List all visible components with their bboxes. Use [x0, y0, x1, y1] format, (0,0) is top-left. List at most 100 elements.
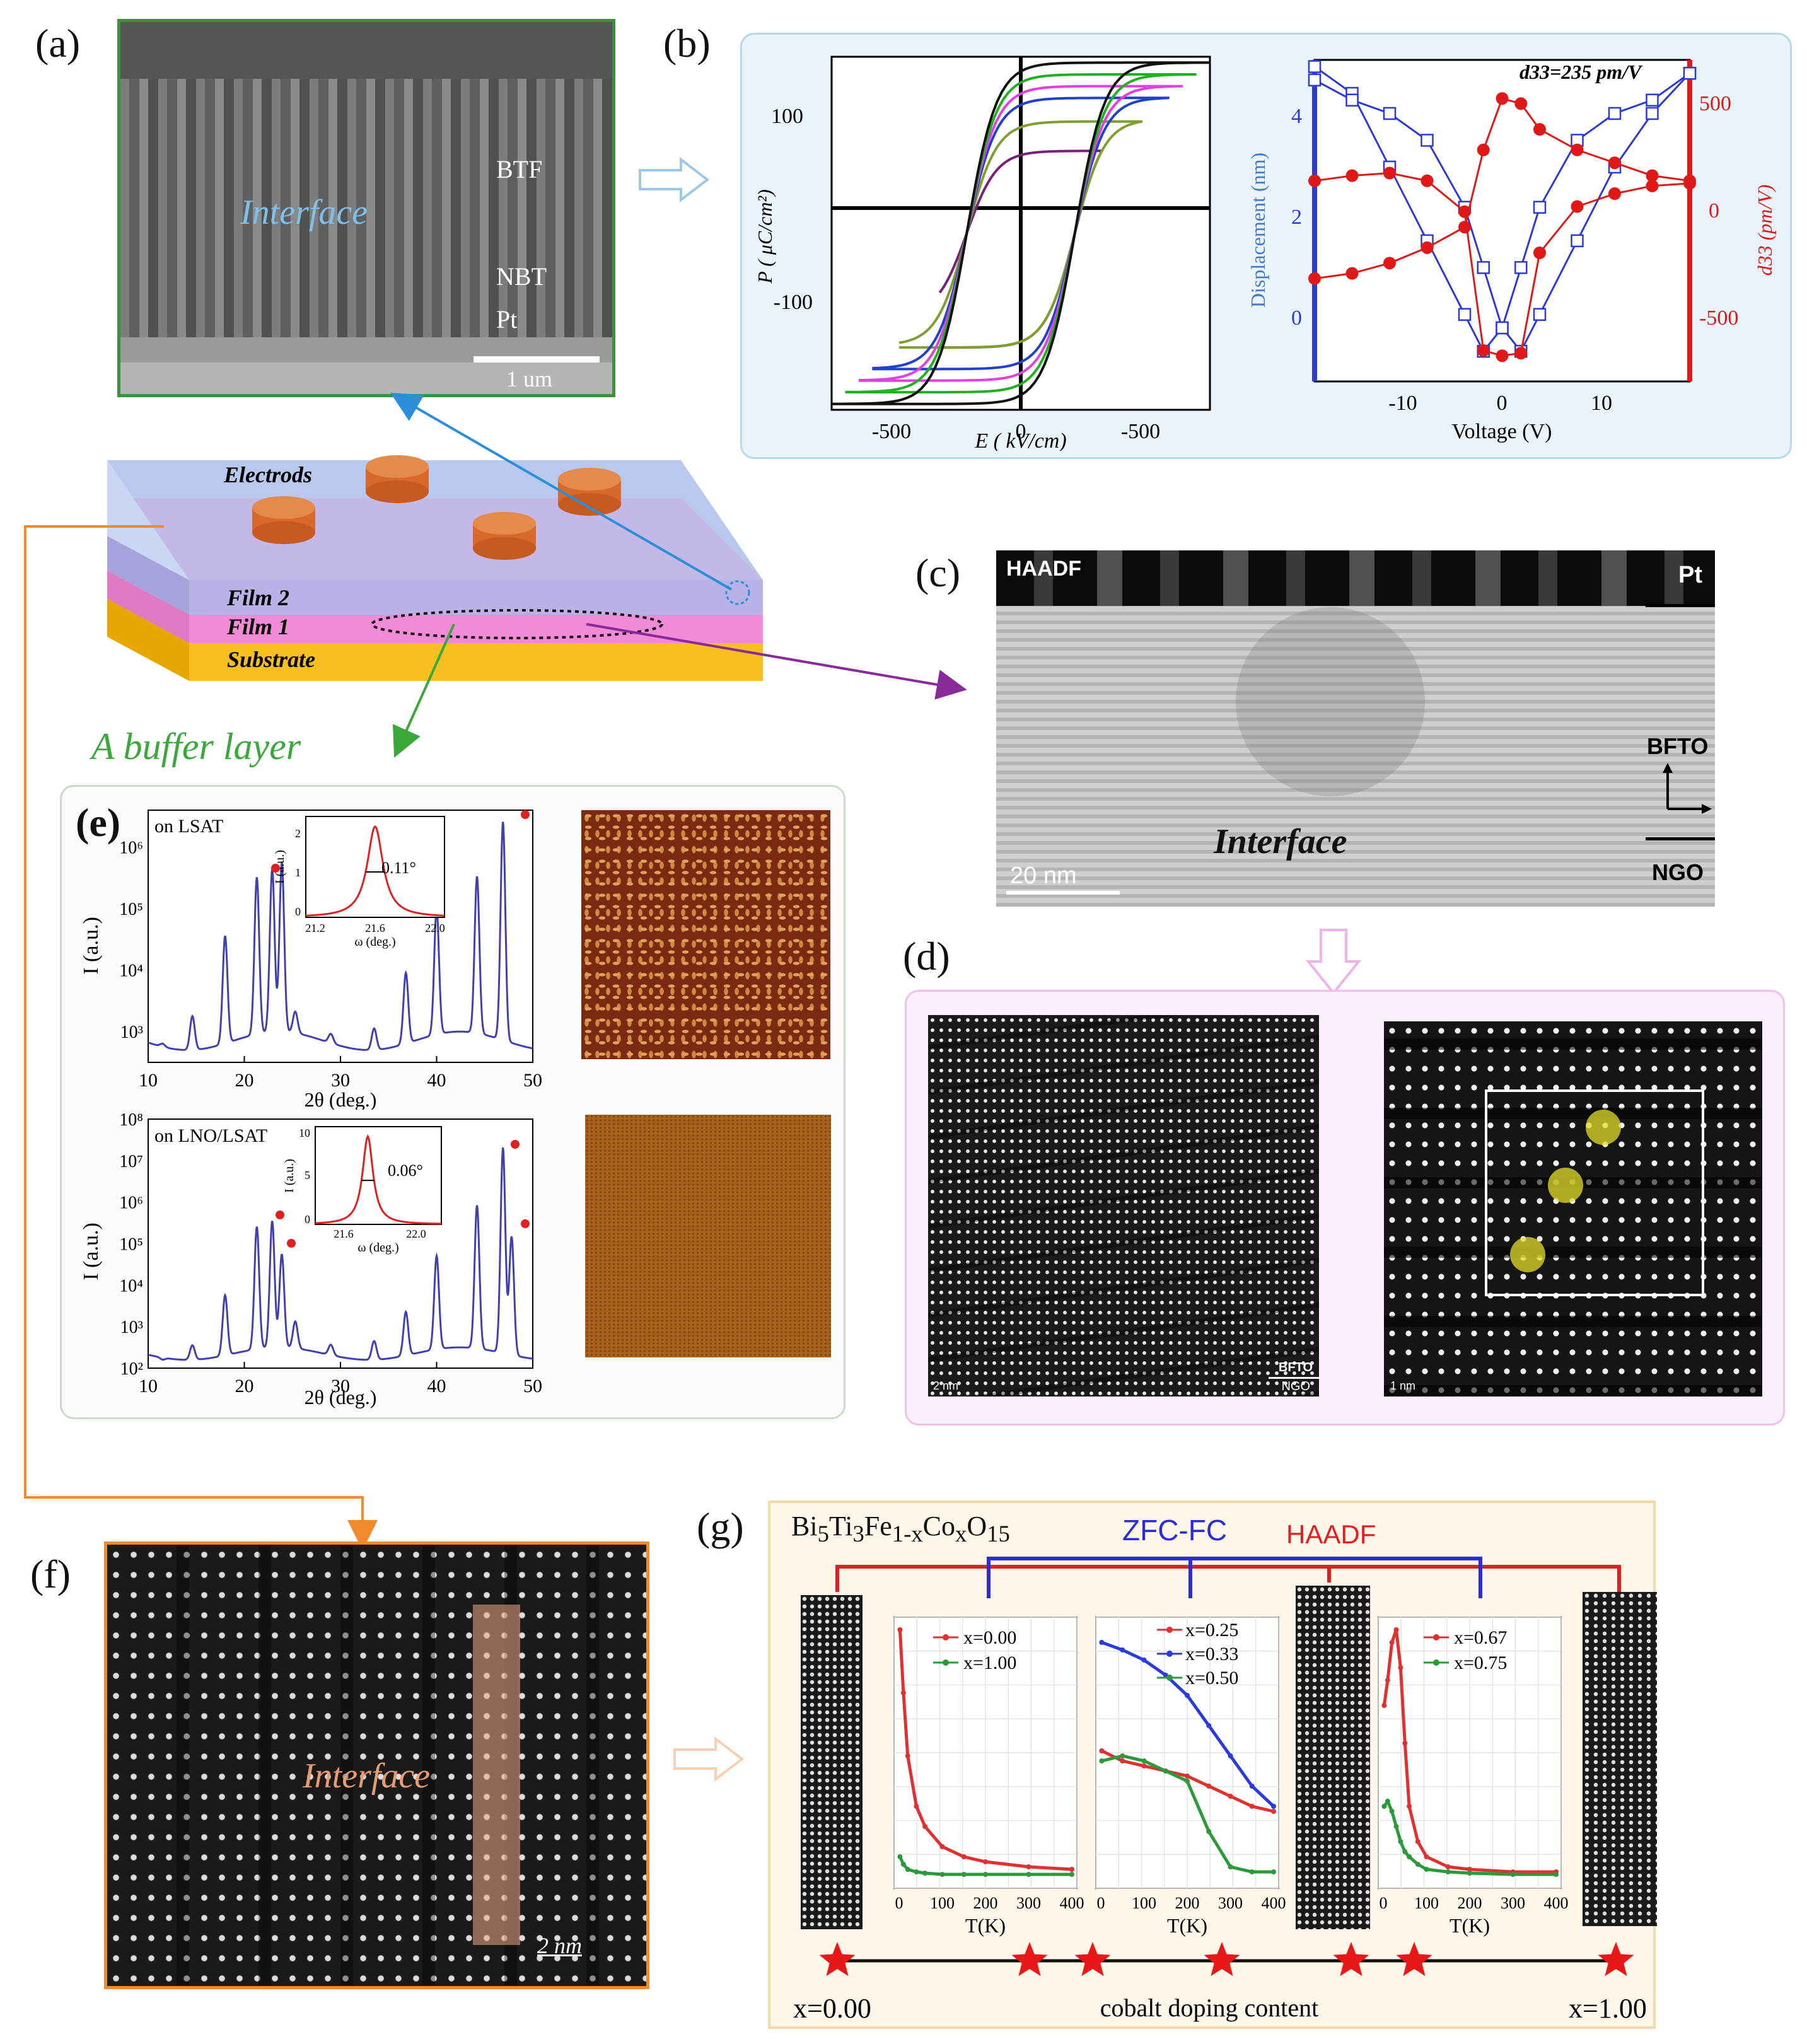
- label-g: (g): [697, 1504, 744, 1549]
- device-schematic: Electrods Film 2 Film 1 Substrate: [107, 455, 763, 681]
- mag1-point: [961, 1854, 967, 1859]
- xrd-bottom-fwhm: 0.06°: [388, 1161, 423, 1180]
- displacement-point: [1646, 93, 1659, 107]
- doping-star-3: [1074, 1942, 1111, 1977]
- sem-top-dark: [120, 22, 612, 79]
- mag3-point: [1398, 1839, 1403, 1844]
- arrow-green: [392, 624, 455, 758]
- d33-ytick-r0: 0: [1709, 199, 1719, 223]
- haadf-strip-3: [1583, 1592, 1657, 1926]
- haadf-strip-1: [801, 1595, 863, 1929]
- electrode-1: [366, 455, 429, 503]
- xrd-bottom-ytick: 10²: [120, 1359, 143, 1379]
- displacement-point: [1646, 107, 1659, 120]
- stem-f-darkcol: [107, 1545, 646, 1986]
- afm-top: [581, 810, 830, 1059]
- mag3-point: [1385, 1678, 1390, 1683]
- xrd-top-ytick: 10³: [120, 1023, 143, 1042]
- d33-point: [1646, 179, 1659, 192]
- mag2-legend-1: x=0.25: [1185, 1620, 1238, 1640]
- electrode-2: [558, 468, 621, 516]
- displacement-point: [1308, 60, 1322, 73]
- xrd-bottom-inset-yt1: 5: [305, 1169, 310, 1182]
- xrd-bottom-ytick: 10⁷: [119, 1152, 143, 1171]
- xrd-top-fwhm: 0.11°: [381, 859, 416, 877]
- mag-chart-1: 0 100 200 300 400 T(K) x=0.00 x=1.00: [893, 1617, 1084, 1937]
- d33-point: [1345, 267, 1359, 280]
- xrd-top-inset-xt1: 21.6: [365, 922, 385, 934]
- xrd-bottom-ylabel: I (a.u.): [79, 1222, 103, 1280]
- doping-star-6: [1396, 1942, 1432, 1977]
- d33-chart: d33=235 pm/V 0 2 4 -500 0 500 -10 0 10 V…: [1246, 59, 1776, 443]
- pe-chart: 100 -100 -500 0 -500 E ( kV/cm) P ( μC/c…: [753, 55, 1211, 451]
- mag2-point: [1249, 1804, 1255, 1809]
- zfc-label: ZFC-FC: [1122, 1514, 1228, 1547]
- sem-image: Interface BTF NBT Pt 1 um: [117, 19, 615, 397]
- buffer-layer-label: A buffer layer: [91, 726, 301, 767]
- xrd-bottom-ytick: 10⁵: [119, 1235, 143, 1255]
- xrd-top-inset-xt0: 21.2: [305, 922, 325, 934]
- electrode-4: [473, 512, 536, 560]
- xrd-bottom-ytick: 10³: [120, 1318, 143, 1337]
- doping-label: cobalt doping content: [1100, 1994, 1319, 2022]
- mag3-point: [1393, 1627, 1399, 1632]
- d33-ytick-l0: 0: [1291, 306, 1302, 330]
- xrd-bottom-xlabel: 2θ (deg.): [305, 1386, 377, 1408]
- mag1-point: [922, 1871, 928, 1876]
- stem-right-hl-1: [1586, 1110, 1621, 1145]
- mag2-legend-2: x=0.33: [1185, 1644, 1238, 1664]
- mag3-point: [1415, 1862, 1421, 1867]
- stem-image-f: Interface 2 nm: [104, 1542, 649, 1989]
- xrd-top-ytick: 10⁴: [119, 961, 143, 981]
- mag2-point: [1099, 1640, 1105, 1645]
- mag2-xtick: 100: [1132, 1894, 1156, 1912]
- xrd-top-xtick: 10: [139, 1070, 158, 1091]
- haadf-g-label: HAADF: [1286, 1519, 1376, 1549]
- mag1-point: [900, 1690, 906, 1695]
- arrow-purple: [586, 623, 967, 700]
- sem-nbt-label: NBT: [496, 262, 547, 291]
- label-c: (c): [915, 550, 961, 595]
- corner-marker: [725, 580, 750, 605]
- tem-scale-label: 20 nm: [1010, 862, 1077, 889]
- mag1-point: [983, 1859, 988, 1864]
- xrd-top-inset-yt2: 2: [295, 827, 301, 840]
- tem-ngo-line: [1646, 837, 1715, 840]
- mag2-point: [1271, 1809, 1276, 1814]
- xrd-top: on LSAT I (a.u.) 2θ (deg.) 10 20 30 40 50 10…: [79, 810, 542, 1110]
- stem-image-right: 1 nm: [1384, 1021, 1762, 1397]
- mag1-point: [914, 1869, 919, 1874]
- xrd-top-ytick: 10⁵: [119, 900, 143, 919]
- substrate-front: [189, 643, 763, 681]
- doping-x-end: x=1.00: [1569, 1993, 1647, 2024]
- film2-side: [107, 536, 189, 615]
- xrd-top-ylabel: I (a.u.): [79, 917, 103, 975]
- displacement-point: [1608, 107, 1622, 120]
- stem-left-ngo: NGO: [1281, 1379, 1310, 1393]
- tem-ngo-label: NGO: [1652, 859, 1704, 885]
- mag3-point: [1415, 1839, 1421, 1844]
- mag3-xtick: 200: [1458, 1894, 1482, 1912]
- xrd-bottom-ytick: 10⁶: [119, 1193, 143, 1213]
- displacement-point: [1571, 234, 1584, 248]
- tem-pt-layer: [996, 550, 1715, 606]
- mag2-point: [1271, 1804, 1276, 1809]
- doping-star-4: [1204, 1942, 1240, 1977]
- xrd-top-xtick: 20: [235, 1070, 254, 1091]
- pe-xlabel: E ( kV/cm): [974, 429, 1066, 451]
- doping-star-7: [1598, 1942, 1634, 1977]
- xrd-top-substrate: on LSAT: [154, 816, 223, 837]
- tem-interface-label: Interface: [1214, 822, 1347, 861]
- d33-point: [1345, 169, 1359, 182]
- doping-x-start: x=0.00: [793, 1993, 871, 2024]
- mag3-point: [1554, 1872, 1559, 1877]
- mag1-point: [922, 1824, 928, 1829]
- stem-left-line: [1269, 1377, 1319, 1379]
- film1-side: [107, 571, 189, 643]
- stem-left-scale: 2 nm: [933, 1379, 959, 1392]
- sem-pt-label: Pt: [496, 305, 518, 334]
- mag2-point: [1141, 1763, 1147, 1768]
- label-e: (e): [76, 800, 121, 845]
- film2-label: Film 2: [226, 585, 289, 610]
- mag2-point: [1271, 1869, 1276, 1874]
